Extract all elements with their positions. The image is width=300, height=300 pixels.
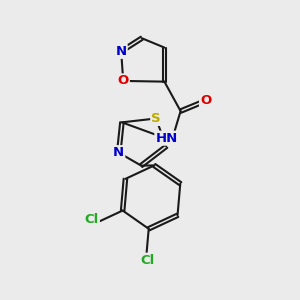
Text: S: S [151,112,161,125]
Text: Cl: Cl [141,254,155,267]
Text: N: N [113,146,124,159]
Text: O: O [200,94,211,107]
Text: HN: HN [155,132,178,145]
Text: O: O [118,74,129,87]
Text: Cl: Cl [85,213,99,226]
Text: N: N [116,45,127,58]
